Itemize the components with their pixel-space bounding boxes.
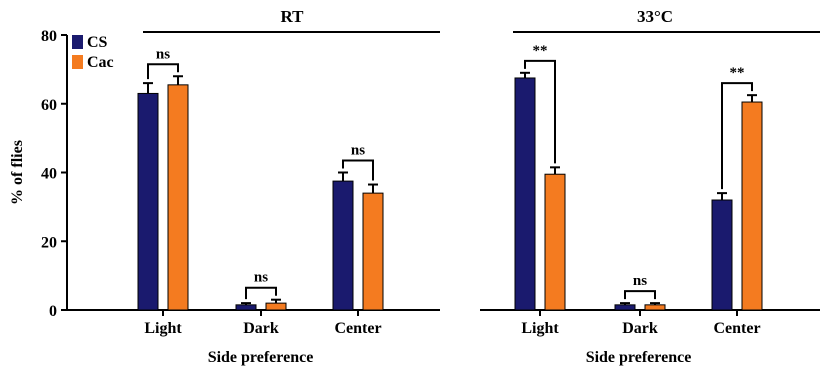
- bar-cac: [362, 192, 384, 311]
- y-tick-label: 60: [41, 97, 57, 114]
- legend-label: Cac: [87, 54, 114, 71]
- significance-bracket: [147, 63, 179, 80]
- bar-cs: [514, 77, 536, 311]
- significance-label: ns: [254, 270, 268, 286]
- x-axis-label: Side preference: [586, 349, 692, 366]
- x-tick-label: Light: [521, 320, 559, 337]
- y-tick-label: 80: [41, 28, 57, 45]
- significance-bracket: [342, 159, 374, 181]
- panel-title: RT: [280, 7, 304, 26]
- y-tick-label: 0: [49, 303, 57, 320]
- legend-swatch: [72, 35, 83, 49]
- significance-label: ns: [633, 273, 647, 289]
- significance-label: ns: [156, 46, 170, 62]
- x-tick-label: Center: [713, 320, 760, 337]
- panel-title: 33°C: [637, 7, 673, 26]
- y-tick-label: 40: [41, 166, 57, 183]
- significance-bracket: [721, 82, 753, 190]
- bar-cac: [167, 84, 189, 311]
- bar-cs: [711, 199, 733, 311]
- significance-bracket: [624, 290, 656, 300]
- x-tick-label: Light: [144, 320, 182, 337]
- bar-cs: [614, 304, 636, 311]
- bar-cac: [265, 302, 287, 311]
- significance-label: **: [533, 43, 548, 59]
- bar-cac: [644, 304, 666, 311]
- x-axis-label: Side preference: [208, 349, 314, 366]
- bar-cs: [137, 92, 159, 311]
- significance-bracket: [245, 286, 277, 300]
- bar-cac: [741, 101, 763, 311]
- bar-cs: [235, 304, 257, 311]
- significance-label: **: [730, 65, 745, 81]
- significance-bracket: [524, 59, 556, 164]
- bar-cac: [544, 173, 566, 311]
- x-tick-label: Center: [334, 320, 381, 337]
- x-tick-label: Dark: [243, 320, 279, 337]
- significance-label: ns: [351, 143, 365, 159]
- legend-swatch: [72, 55, 83, 69]
- bar-cs: [332, 180, 354, 311]
- legend-label: CS: [87, 34, 108, 51]
- x-tick-label: Dark: [622, 320, 658, 337]
- y-axis-label: % of flies: [9, 140, 26, 205]
- y-tick-label: 20: [41, 234, 57, 251]
